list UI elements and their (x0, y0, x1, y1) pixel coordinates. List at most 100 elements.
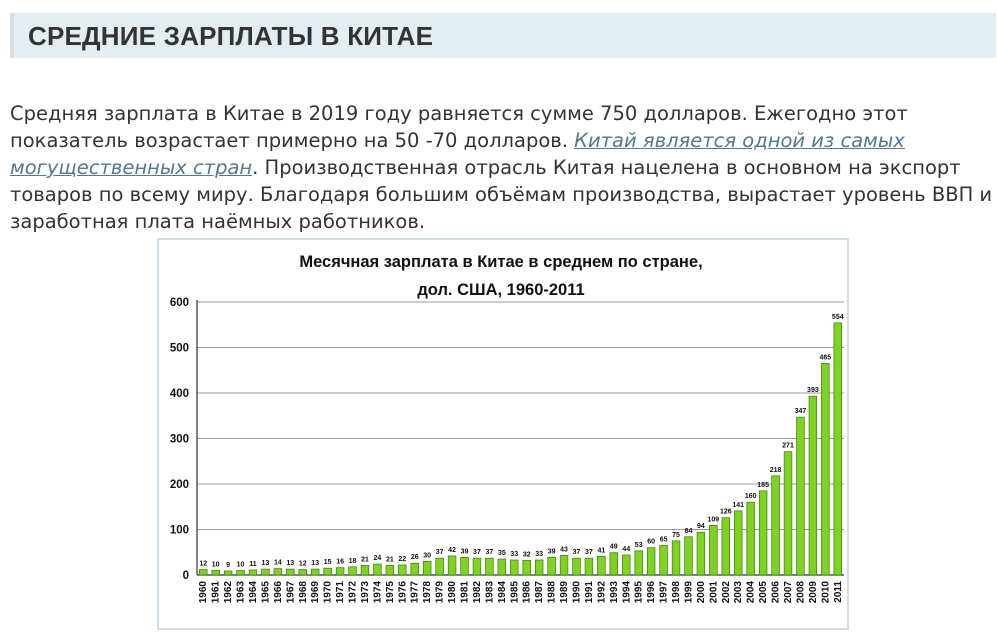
bar (510, 559, 519, 576)
bar (223, 570, 233, 576)
bar (746, 501, 755, 576)
bar (273, 568, 283, 576)
bar (485, 557, 494, 576)
bar-value-label: 141 (732, 502, 744, 509)
bar-value-label: 75 (672, 532, 680, 539)
paragraph-text-part1: Средняя зарплата в Китае в 2019 году рав… (10, 102, 908, 152)
bar-value-label: 41 (597, 547, 605, 554)
x-tick-label: 2004 (746, 581, 757, 604)
x-tick-label: 2000 (696, 581, 707, 604)
bar (199, 569, 208, 576)
y-tick-label: 400 (170, 388, 189, 400)
bar (572, 557, 581, 576)
bar-value-label: 32 (523, 551, 531, 558)
bar-value-label: 465 (819, 354, 831, 361)
y-tick-label: 600 (170, 297, 189, 309)
x-tick-label: 1972 (348, 581, 359, 604)
x-tick-label: 1976 (397, 581, 408, 604)
bar-value-label: 126 (720, 509, 732, 516)
x-tick-label: 1996 (646, 581, 657, 604)
x-tick-label: 2011 (833, 581, 844, 603)
bar (460, 556, 469, 576)
bar (522, 560, 531, 576)
bar-value-label: 37 (436, 549, 444, 556)
bar-value-label: 18 (349, 558, 357, 565)
bar (348, 566, 357, 576)
x-tick-label: 1968 (298, 581, 309, 604)
bar-value-label: 49 (610, 544, 618, 551)
bar-value-label: 39 (461, 548, 469, 555)
x-tick-label: 1993 (609, 581, 620, 604)
x-tick-label: 1988 (547, 581, 558, 604)
bar (323, 567, 332, 576)
x-tick-label: 1973 (360, 581, 371, 604)
bar-value-label: 554 (832, 314, 844, 321)
x-tick-label: 2006 (771, 581, 782, 604)
x-tick-label: 1970 (323, 581, 334, 604)
y-tick-label: 100 (170, 525, 189, 537)
x-tick-label: 1969 (310, 581, 321, 604)
bar-value-label: 33 (510, 551, 518, 558)
bar (684, 536, 693, 576)
bar-value-label: 43 (560, 546, 568, 553)
bar (709, 525, 718, 576)
bar-value-label: 21 (361, 556, 369, 563)
bar-value-label: 347 (795, 408, 807, 415)
x-tick-label: 1986 (522, 581, 533, 604)
x-tick-label: 2009 (808, 581, 819, 604)
x-tick-label: 2005 (758, 581, 769, 604)
bar (410, 562, 419, 576)
x-tick-label: 1967 (285, 581, 296, 604)
salary-bar-chart: Месячная зарплата в Китае в среднем по с… (170, 253, 844, 604)
bar-value-label: 109 (708, 516, 720, 523)
bar (422, 561, 432, 576)
x-tick-label: 1982 (472, 581, 483, 604)
x-tick-label: 1977 (410, 581, 421, 604)
bar-value-label: 271 (782, 443, 794, 450)
bar-value-label: 13 (262, 560, 270, 567)
bar (472, 557, 482, 576)
y-tick-label: 300 (170, 434, 189, 446)
x-tick-label: 1971 (335, 581, 346, 604)
bar (721, 517, 731, 576)
bar-value-label: 22 (398, 556, 406, 563)
bar (671, 540, 681, 576)
x-tick-label: 1963 (236, 581, 247, 604)
x-tick-label: 2007 (783, 581, 794, 604)
bar-value-label: 30 (423, 552, 431, 559)
y-tick-label: 0 (183, 570, 189, 582)
bar-value-label: 15 (324, 559, 332, 566)
bar (821, 363, 830, 576)
bar-value-label: 37 (473, 549, 481, 556)
bar-value-label: 16 (336, 559, 344, 566)
bar-value-label: 94 (697, 523, 705, 530)
chart-title-line1: Месячная зарплата в Китае в среднем по с… (299, 253, 702, 271)
x-tick-label: 1965 (260, 581, 271, 604)
x-tick-label: 1987 (534, 581, 545, 604)
bar (597, 555, 606, 576)
bar (559, 555, 569, 576)
bar (609, 552, 619, 576)
bar (447, 555, 457, 576)
bar-value-label: 65 (660, 536, 668, 543)
bar (771, 475, 780, 576)
bar-value-label: 24 (374, 555, 382, 562)
bar-value-label: 26 (411, 554, 419, 561)
x-tick-label: 2008 (795, 581, 806, 604)
bar-value-label: 35 (498, 550, 506, 557)
x-tick-label: 1981 (460, 581, 471, 604)
bar-value-label: 12 (199, 561, 207, 568)
bar (248, 569, 258, 576)
bar-value-label: 37 (573, 549, 581, 556)
bar-value-label: 160 (745, 493, 757, 500)
x-tick-label: 1990 (571, 581, 582, 604)
bar-value-label: 10 (237, 561, 245, 568)
bar (783, 451, 793, 576)
bar (534, 559, 544, 576)
bar-value-label: 13 (311, 560, 319, 567)
china-powerful-countries-link[interactable]: Китай является одной из самых могуществе… (10, 129, 905, 179)
bar (622, 554, 631, 576)
bar-value-label: 10 (212, 561, 220, 568)
bar-value-label: 39 (548, 548, 556, 555)
x-tick-label: 1966 (273, 581, 284, 604)
